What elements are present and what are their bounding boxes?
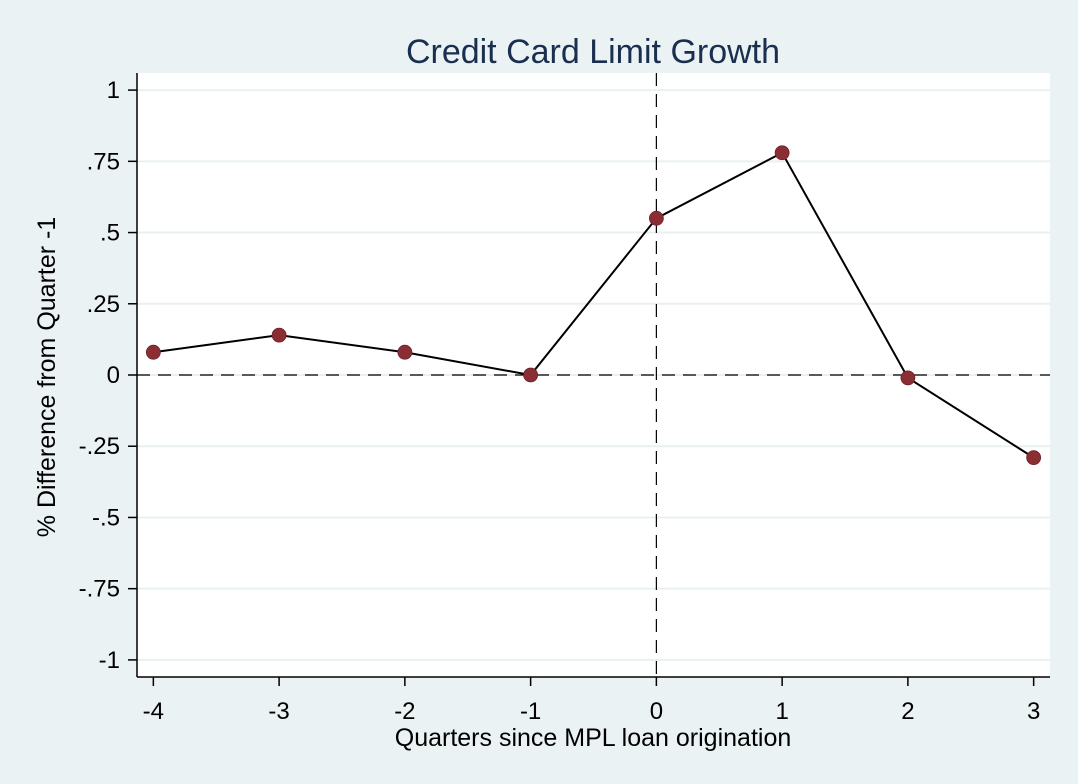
y-axis-ticks: 1 .75 .5 .25 0 -.25 -.5 -.75 -1 — [79, 77, 137, 674]
y-tick-label: -.5 — [92, 504, 120, 531]
series-group — [145, 145, 1042, 466]
x-axis-label: Quarters since MPL loan origination — [395, 724, 792, 752]
data-point — [397, 344, 413, 360]
y-tick-label: -.25 — [79, 433, 120, 460]
y-tick-label: -1 — [99, 647, 120, 674]
y-tick-label: .5 — [100, 220, 120, 247]
data-point — [900, 370, 916, 386]
data-point — [271, 327, 287, 343]
x-tick-label: 1 — [775, 698, 788, 725]
data-point — [523, 367, 539, 383]
series-line — [153, 151, 1035, 459]
reference-lines — [137, 73, 1050, 677]
data-point — [1026, 450, 1042, 466]
y-tick-label: 1 — [107, 77, 120, 104]
x-tick-label: -2 — [394, 698, 415, 725]
y-tick-label: .75 — [87, 148, 120, 175]
x-tick-label: 0 — [650, 698, 663, 725]
grid-lines — [137, 89, 1050, 661]
data-point — [774, 145, 790, 161]
y-axis-label: % Difference from Quarter -1 — [33, 217, 61, 537]
x-axis-ticks: -4 -3 -2 -1 0 1 2 3 — [143, 677, 1040, 725]
y-tick-label: .25 — [87, 291, 120, 318]
x-tick-label: 2 — [901, 698, 914, 725]
y-tick-label: 0 — [107, 362, 120, 389]
x-tick-label: -4 — [143, 698, 164, 725]
x-tick-label: 3 — [1027, 698, 1040, 725]
data-point — [145, 344, 161, 360]
x-tick-label: -1 — [520, 698, 541, 725]
data-point — [648, 210, 664, 226]
x-tick-label: -3 — [268, 698, 289, 725]
chart-title: Credit Card Limit Growth — [406, 33, 780, 71]
y-tick-label: -.75 — [79, 576, 120, 603]
